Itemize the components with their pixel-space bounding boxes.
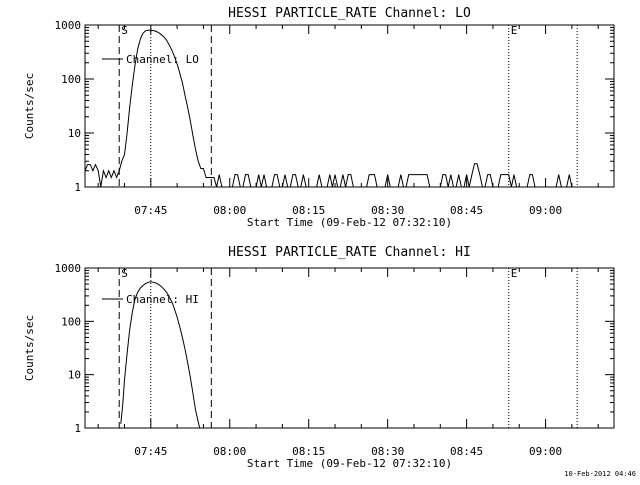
x-tick-label: 08:30 [371, 445, 404, 458]
y-tick-label: 1000 [55, 262, 82, 275]
footer-timestamp: 10-Feb-2012 04:46 [564, 470, 636, 478]
y-tick-label: 100 [61, 73, 81, 86]
x-tick-label: 07:45 [134, 445, 167, 458]
y-tick-label: 1000 [55, 19, 82, 32]
legend-label: Channel: HI [126, 293, 199, 306]
y-tick-label: 10 [68, 127, 81, 140]
chart-title: HESSI PARTICLE_RATE Channel: LO [228, 6, 471, 21]
start-marker: S [121, 267, 128, 280]
x-tick-label: 08:00 [213, 204, 246, 217]
y-tick-label: 1 [74, 181, 81, 194]
plot-frame [84, 267, 615, 429]
chart-title: HESSI PARTICLE_RATE Channel: HI [228, 245, 471, 260]
x-tick-label: 07:45 [134, 204, 167, 217]
legend-label: Channel: LO [126, 53, 199, 66]
panel-lo: HESSI PARTICLE_RATE Channel: LO 1 10 100 100… [23, 6, 615, 229]
series-line [84, 29, 578, 188]
x-tick-label: 08:15 [292, 204, 325, 217]
x-tick-label: 08:15 [292, 445, 325, 458]
y-axis-label: Counts/sec [23, 315, 36, 381]
start-marker: S [121, 24, 128, 37]
y-axis-label: Counts/sec [23, 73, 36, 139]
end-marker: E [511, 267, 518, 280]
end-marker: E [511, 24, 518, 37]
x-axis-label: Start Time (09-Feb-12 07:32:10) [247, 216, 452, 229]
plot-frame [84, 24, 615, 188]
x-axis-label: Start Time (09-Feb-12 07:32:10) [247, 457, 452, 470]
series-line [120, 281, 201, 429]
x-tick-label: 08:45 [450, 204, 483, 217]
x-tick-label: 09:00 [529, 445, 562, 458]
y-tick-label: 1 [74, 422, 81, 435]
y-tick-label: 100 [61, 315, 81, 328]
x-tick-label: 09:00 [529, 204, 562, 217]
x-tick-label: 08:00 [213, 445, 246, 458]
y-tick-label: 10 [68, 369, 81, 382]
panel-hi: HESSI PARTICLE_RATE Channel: HI 1 10 100 100… [23, 245, 615, 470]
x-tick-label: 08:45 [450, 445, 483, 458]
x-tick-label: 08:30 [371, 204, 404, 217]
